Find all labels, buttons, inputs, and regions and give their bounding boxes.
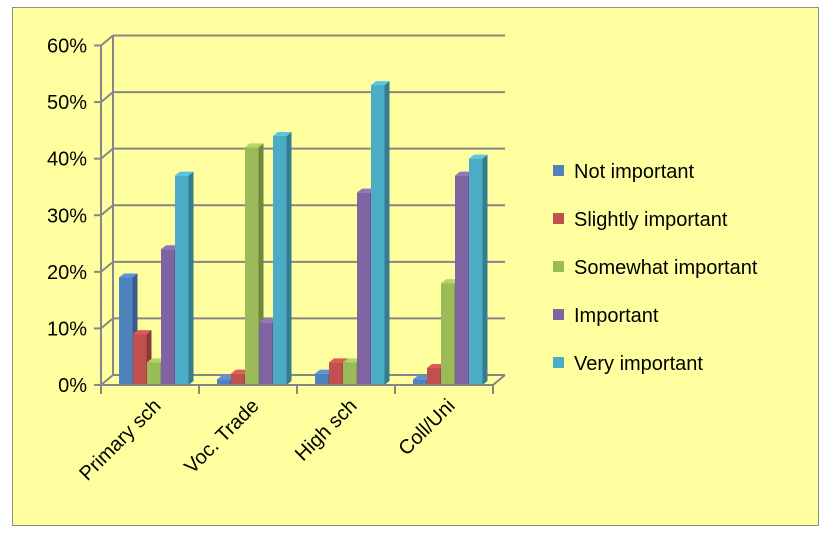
bar-face xyxy=(455,175,469,385)
legend-swatch xyxy=(553,213,564,224)
x-tick-label: Coll/Uni xyxy=(394,395,459,460)
bar-face xyxy=(371,85,385,385)
gridline-floor-diagonal xyxy=(100,204,114,217)
bar-face xyxy=(147,362,161,385)
legend-swatch xyxy=(553,165,564,176)
x-axis-right-edge xyxy=(492,374,506,386)
legend-label: Important xyxy=(574,305,659,327)
bar-face xyxy=(245,147,259,385)
bar xyxy=(175,171,194,385)
bar xyxy=(133,330,152,385)
bar-face xyxy=(413,379,427,385)
legend-label: Slightly important xyxy=(574,209,728,231)
gridline-floor-diagonal xyxy=(100,261,114,273)
bar-face xyxy=(259,322,273,385)
bar-face xyxy=(217,379,231,385)
bar-face xyxy=(133,330,152,335)
bar-face xyxy=(441,279,460,284)
bar-face xyxy=(119,277,133,385)
bar-face xyxy=(231,373,245,385)
bar-face xyxy=(329,358,348,363)
bar-face xyxy=(455,171,474,176)
bar-face xyxy=(315,369,334,374)
legend-swatch xyxy=(553,309,564,320)
bar-face xyxy=(315,373,329,385)
bar-face xyxy=(161,249,175,385)
bar-face xyxy=(441,283,455,385)
y-tick-label: 0% xyxy=(58,375,87,397)
bar-face xyxy=(329,362,343,385)
bar-face xyxy=(259,318,278,323)
bar-face xyxy=(384,81,390,385)
bar-face xyxy=(273,132,292,137)
x-tick-label: High sch xyxy=(291,395,362,466)
bar-face xyxy=(217,375,236,380)
bar-face xyxy=(371,81,390,86)
bar-face xyxy=(469,154,488,159)
bar-face xyxy=(357,192,371,385)
bar-face xyxy=(245,143,264,148)
bar-face xyxy=(147,358,166,363)
bar-face xyxy=(343,358,362,363)
bar-face xyxy=(175,175,189,385)
bar-face xyxy=(482,154,488,385)
bar-chart: 0% 10% 20% 30% 40% 50% 60% Primary sch Voc. Trad… xyxy=(47,34,758,485)
bar-face xyxy=(119,273,138,278)
bar-face xyxy=(273,136,287,385)
bar-face xyxy=(161,245,180,250)
bar-face xyxy=(357,188,376,193)
bar-face xyxy=(286,132,292,385)
bar-face xyxy=(413,375,432,380)
legend-swatch xyxy=(553,261,564,272)
y-tick-label: 10% xyxy=(47,318,87,340)
x-tick-label: Voc. Trade xyxy=(180,395,263,478)
bar xyxy=(469,154,488,385)
legend-label: Not important xyxy=(574,161,694,183)
x-tick-label: Primary sch xyxy=(75,395,165,485)
bar-face xyxy=(427,368,441,385)
bar-face xyxy=(188,171,194,385)
y-tick-label: 30% xyxy=(47,205,87,227)
legend-label: Somewhat important xyxy=(574,257,758,279)
bar-face xyxy=(427,364,446,369)
bar-face xyxy=(231,369,250,374)
gridline-floor-diagonal xyxy=(100,34,114,47)
bar-face xyxy=(133,334,147,385)
y-tick-label: 60% xyxy=(47,36,87,58)
gridline-floor-diagonal xyxy=(100,91,114,103)
gridline-floor-diagonal xyxy=(100,147,114,160)
y-tick-label: 40% xyxy=(47,149,87,171)
gridline-floor-diagonal xyxy=(100,317,114,330)
y-tick-label: 20% xyxy=(47,262,87,284)
bar-face xyxy=(343,362,357,385)
legend-label: Very important xyxy=(574,353,703,375)
chart-area: 0% 10% 20% 30% 40% 50% 60% Primary sch Voc. Trad… xyxy=(12,7,819,526)
y-tick-label: 50% xyxy=(47,92,87,114)
bar xyxy=(273,132,292,385)
bar-face xyxy=(175,171,194,176)
gridline-floor-diagonal xyxy=(100,374,114,386)
legend-swatch xyxy=(553,357,564,368)
bar-face xyxy=(469,158,483,385)
bar xyxy=(371,81,390,385)
